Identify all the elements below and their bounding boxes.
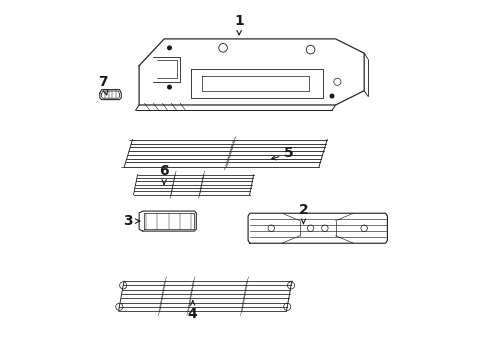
Text: 3: 3 <box>123 214 140 228</box>
Text: 7: 7 <box>99 75 108 95</box>
Circle shape <box>167 85 171 89</box>
Text: 2: 2 <box>298 203 308 224</box>
Text: 5: 5 <box>271 146 293 160</box>
Circle shape <box>329 94 333 98</box>
Text: 1: 1 <box>234 14 244 35</box>
Text: 6: 6 <box>159 164 168 184</box>
Text: 4: 4 <box>187 301 197 321</box>
Circle shape <box>167 46 171 50</box>
